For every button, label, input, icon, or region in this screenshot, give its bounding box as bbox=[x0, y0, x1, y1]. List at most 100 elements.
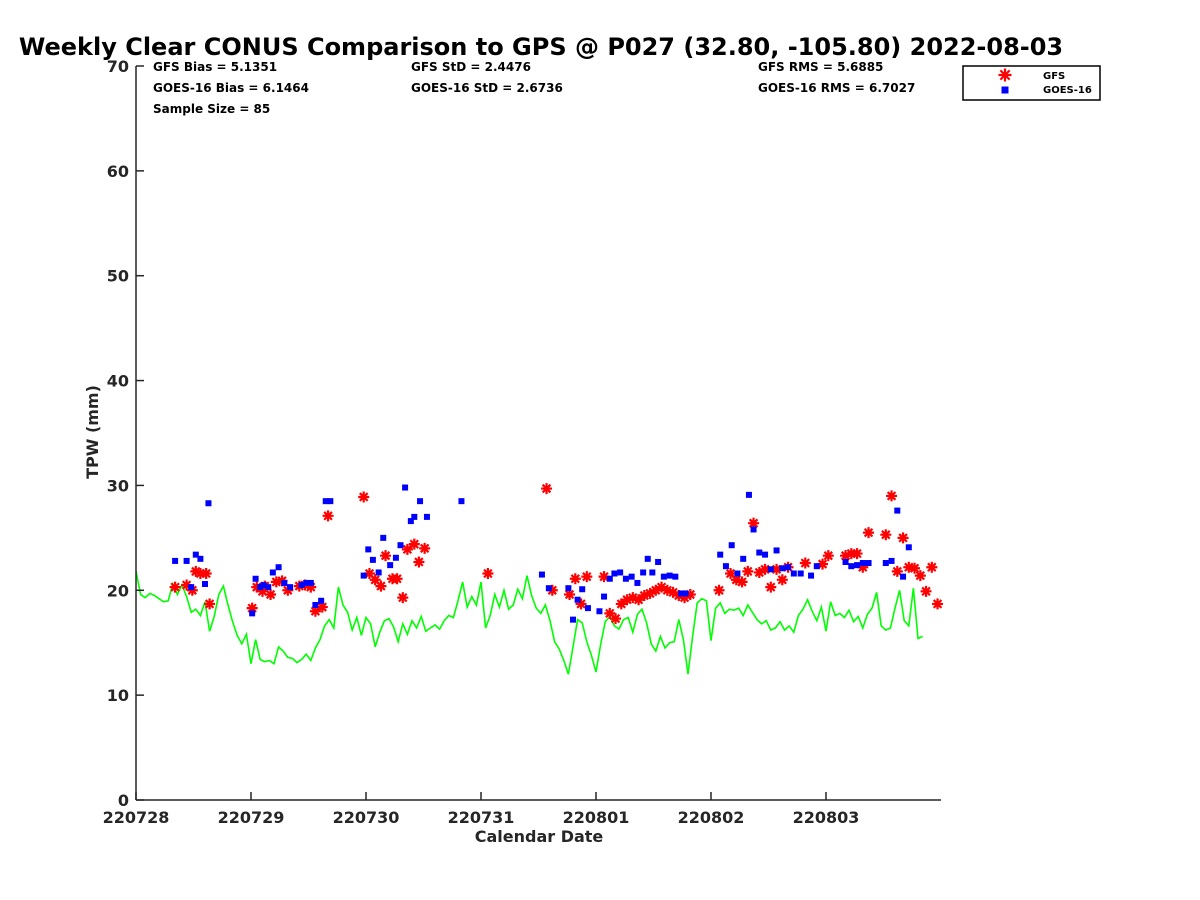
goes-16-point bbox=[722, 563, 729, 570]
goes-16-point bbox=[894, 507, 901, 514]
x-tick-label: 220801 bbox=[563, 808, 630, 827]
gfs-point bbox=[246, 602, 258, 614]
goes-16-point bbox=[360, 572, 367, 579]
goes-16-point bbox=[628, 573, 635, 580]
goes-16-point bbox=[192, 551, 199, 558]
goes-16-point bbox=[202, 580, 208, 587]
gfs-point bbox=[759, 563, 771, 575]
goes-16-point bbox=[682, 590, 689, 597]
goes-16-point bbox=[369, 556, 376, 563]
y-tick-label: 60 bbox=[107, 162, 129, 181]
goes-16-point bbox=[570, 616, 576, 623]
goes-16-point bbox=[269, 569, 276, 576]
gfs-point bbox=[926, 561, 938, 573]
goes-16-point bbox=[545, 585, 552, 592]
gfs-point bbox=[914, 570, 926, 582]
goes-16-point bbox=[387, 562, 394, 569]
gfs-bias-text: GFS Bias = 5.1351 bbox=[153, 60, 277, 74]
goes-16-point bbox=[672, 573, 679, 580]
gfs-point bbox=[305, 581, 317, 593]
x-tick-label: 220803 bbox=[793, 808, 860, 827]
gfs-point bbox=[817, 558, 829, 570]
gfs-point bbox=[265, 588, 277, 600]
gfs-point bbox=[615, 598, 627, 610]
gfs-point bbox=[765, 581, 777, 593]
goes-16-point bbox=[458, 498, 465, 505]
goes-16-point bbox=[888, 557, 895, 564]
goes-16-point bbox=[407, 518, 414, 525]
goes-16-point bbox=[584, 605, 591, 612]
goes-16-point bbox=[611, 570, 618, 577]
gfs-point bbox=[845, 548, 857, 560]
goes-16-point bbox=[900, 573, 907, 580]
goes-16-point bbox=[790, 570, 797, 577]
gfs-point bbox=[713, 584, 725, 596]
goes-16-point bbox=[322, 498, 329, 505]
goes-16-point bbox=[660, 573, 667, 580]
legend-gfs-asterisk bbox=[998, 68, 1012, 82]
gfs-point bbox=[604, 607, 616, 619]
gfs-point bbox=[204, 598, 216, 610]
gfs-point bbox=[369, 574, 381, 586]
gfs-point bbox=[419, 542, 431, 554]
goes-16-point bbox=[565, 585, 572, 592]
sample-size-text: Sample Size = 85 bbox=[153, 102, 270, 116]
goes-bias-text: GOES-16 Bias = 6.1464 bbox=[153, 81, 309, 95]
statistics-block: GFS Bias = 5.1351 GOES-16 Bias = 6.1464 … bbox=[153, 60, 915, 116]
goes-16-point bbox=[756, 549, 763, 556]
y-tick-label: 0 bbox=[118, 791, 129, 810]
legend: GFS GOES-16 bbox=[962, 65, 1101, 101]
goes-16-series bbox=[172, 484, 912, 623]
goes-16-point bbox=[740, 555, 747, 562]
gfs-point bbox=[822, 550, 834, 562]
gfs-point bbox=[581, 571, 593, 583]
gfs-point bbox=[679, 592, 691, 604]
gfs-point bbox=[920, 585, 932, 597]
gfs-point bbox=[358, 491, 370, 503]
goes-16-point bbox=[813, 563, 820, 570]
gfs-point bbox=[644, 587, 656, 599]
goes-16-point bbox=[601, 593, 608, 600]
goes-16-point bbox=[538, 571, 545, 578]
gfs-point bbox=[742, 565, 754, 577]
x-tick-label: 220802 bbox=[678, 808, 745, 827]
goes-16-point bbox=[327, 498, 334, 505]
gps-tpw-line bbox=[135, 571, 923, 675]
gfs-point bbox=[190, 565, 202, 577]
gfs-point bbox=[282, 584, 294, 596]
goes-16-point bbox=[260, 582, 267, 589]
goes-16-point bbox=[728, 542, 735, 549]
y-tick-label: 40 bbox=[107, 372, 129, 391]
gfs-point bbox=[730, 574, 742, 586]
gfs-point bbox=[316, 601, 328, 613]
gfs-point bbox=[610, 613, 622, 625]
goes-16-point bbox=[307, 579, 314, 586]
gfs-point bbox=[880, 529, 892, 541]
goes-16-point bbox=[745, 491, 752, 498]
goes-16-point bbox=[596, 608, 603, 615]
gfs-point bbox=[771, 563, 783, 575]
gfs-point bbox=[257, 585, 268, 597]
gfs-point bbox=[748, 517, 760, 529]
goes-16-point bbox=[767, 566, 774, 573]
goes-16-point bbox=[365, 546, 372, 553]
gfs-point bbox=[363, 568, 375, 580]
goes-16-point bbox=[574, 596, 581, 603]
goes-16-point bbox=[842, 558, 849, 565]
gfs-point bbox=[564, 588, 576, 600]
x-axis: 220728 220729 220730 220731 220801 220802 2208… bbox=[103, 792, 941, 827]
goes-16-point bbox=[644, 555, 651, 562]
gfs-point bbox=[598, 571, 610, 583]
goes-16-point bbox=[172, 557, 179, 564]
gfs-point bbox=[621, 594, 633, 606]
goes-16-point bbox=[318, 597, 325, 604]
goes-16-point bbox=[859, 560, 866, 567]
gfs-point bbox=[186, 584, 198, 596]
goes-16-point bbox=[183, 557, 190, 564]
gfs-point bbox=[413, 556, 425, 568]
y-axis: 0 10 20 30 40 50 60 70 bbox=[107, 57, 144, 810]
goes-16-point bbox=[785, 564, 792, 571]
gfs-point bbox=[684, 588, 696, 600]
goes-16-point bbox=[252, 575, 259, 582]
goes-16-point bbox=[622, 575, 629, 582]
